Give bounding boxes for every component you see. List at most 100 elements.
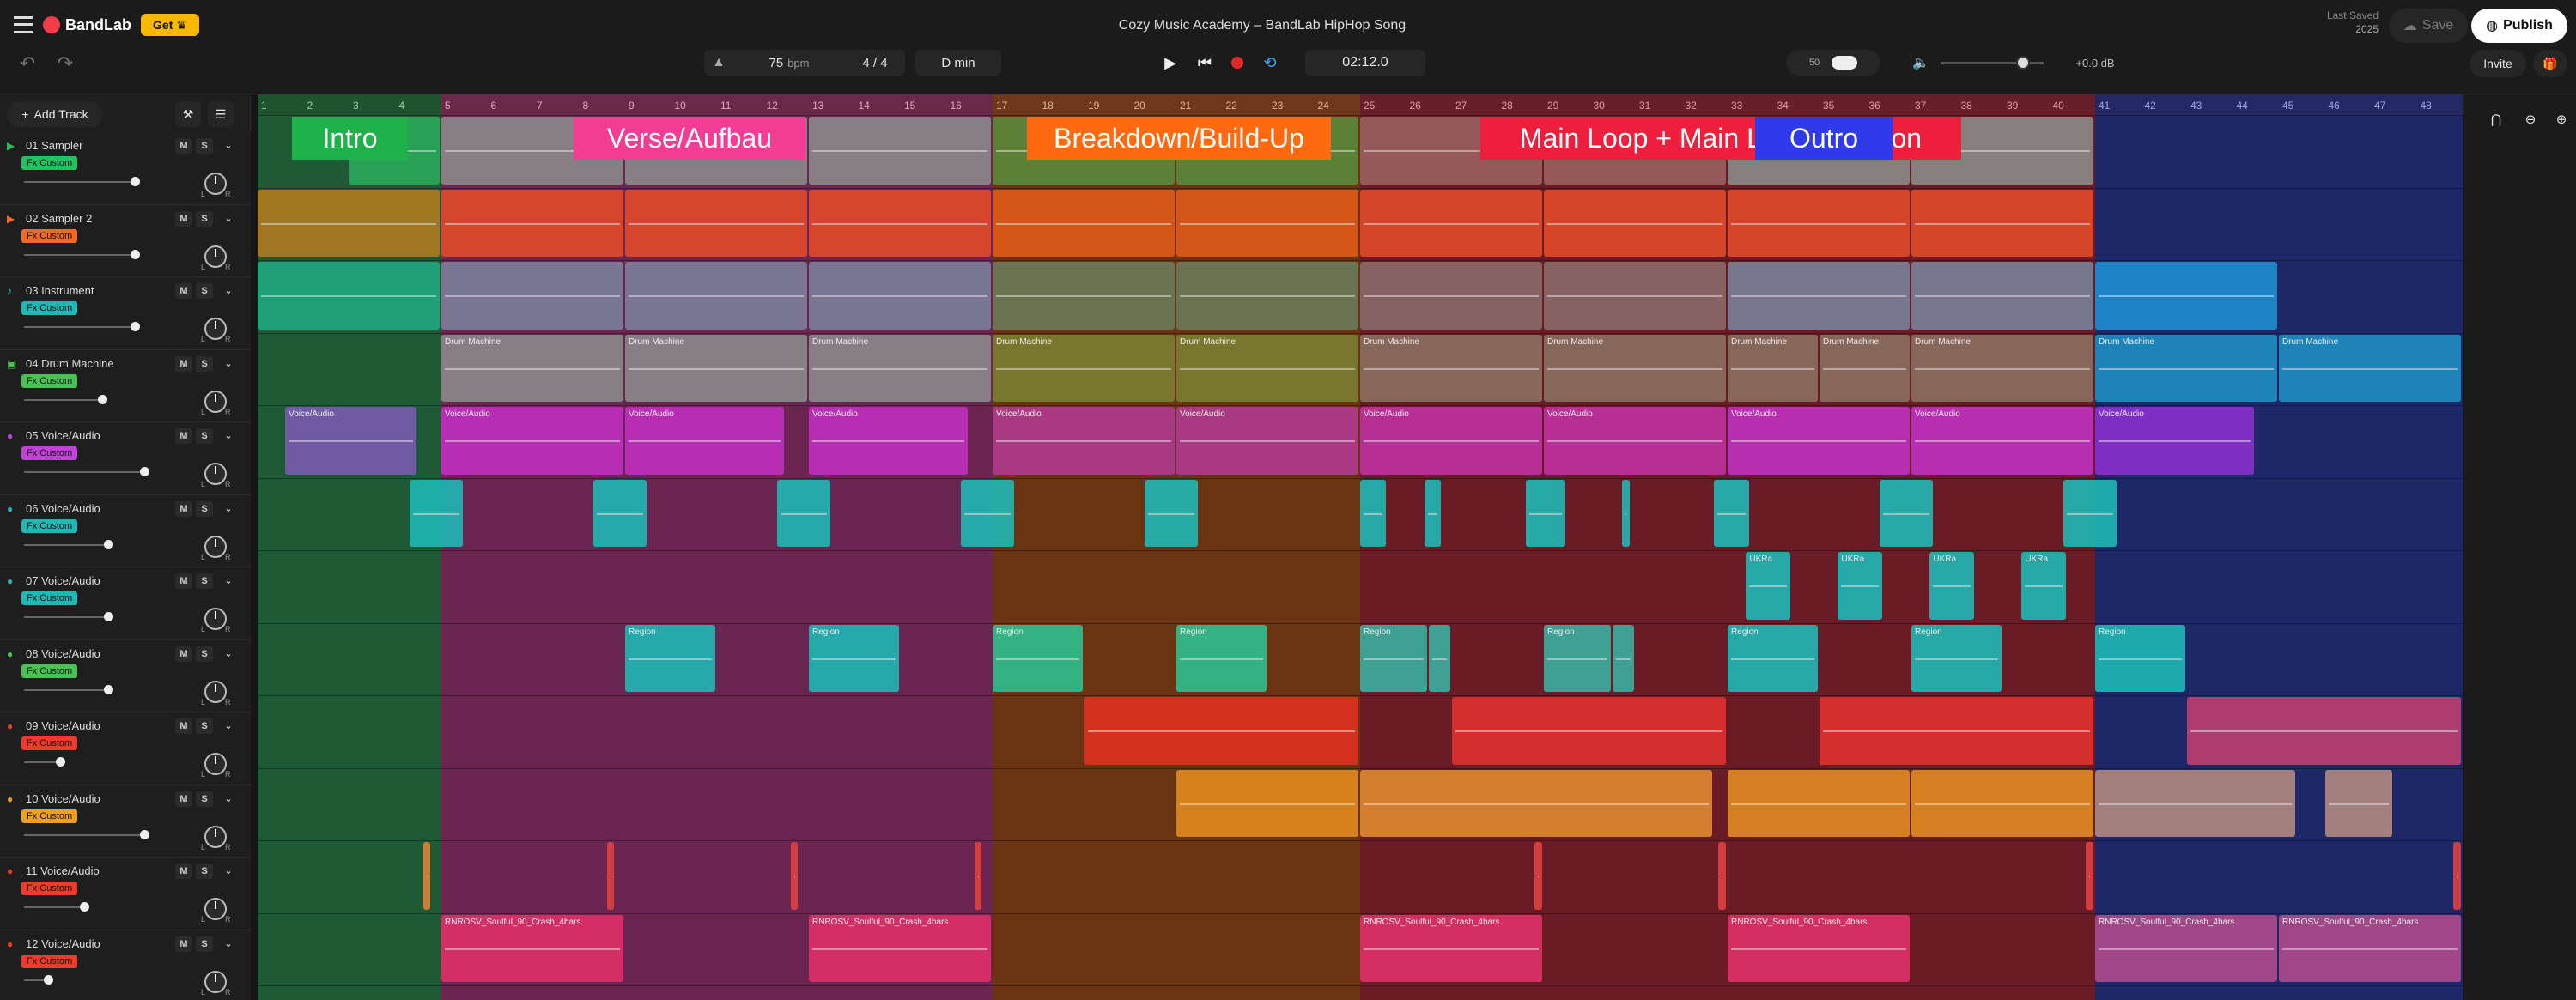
fx-badge[interactable]: Fx Custom <box>21 446 78 460</box>
mute-button[interactable]: M <box>175 791 192 807</box>
pan-knob[interactable] <box>204 898 227 920</box>
track-header[interactable]: ▶ 01 Sampler Fx Custom M S ⌄ L R <box>0 132 251 205</box>
section-label[interactable]: Breakdown/Build-Up <box>1027 117 1331 160</box>
zoom-out-icon[interactable]: ⊖ <box>2524 112 2537 127</box>
bpm-display[interactable]: 75 bpm <box>733 50 845 76</box>
clip[interactable] <box>625 262 807 330</box>
clip[interactable]: Voice/Audio <box>1544 407 1726 475</box>
clip[interactable]: Drum Machine <box>1360 334 1542 402</box>
volume-slider[interactable] <box>24 906 84 908</box>
clip[interactable]: Region <box>1360 624 1428 692</box>
timeline[interactable]: 1 2 3 4 5 6 7 8 9 10 11 12 13 14 15 16 17 18 19 20 21 22 23 24 2… <box>258 94 2464 1000</box>
clip[interactable] <box>1718 842 1726 910</box>
clip[interactable] <box>258 262 440 330</box>
chevron-down-icon[interactable]: ⌄ <box>224 793 233 804</box>
fx-badge[interactable]: Fx Custom <box>21 156 78 170</box>
clip[interactable] <box>993 189 1175 257</box>
track-header[interactable]: ▣ 04 Drum Machine Fx Custom M S ⌄ L R <box>0 349 251 422</box>
clip[interactable] <box>790 842 799 910</box>
clip[interactable]: UKRa <box>1838 552 1882 620</box>
track-name[interactable]: 06 Voice/Audio <box>26 501 100 515</box>
track-header[interactable]: ● 08 Voice/Audio Fx Custom M S ⌄ L R <box>0 639 251 712</box>
menu-icon[interactable] <box>12 14 34 36</box>
clip[interactable] <box>409 479 463 547</box>
clip[interactable] <box>1728 262 1910 330</box>
clip[interactable]: Drum Machine <box>1820 334 1910 402</box>
track-header[interactable]: ● 09 Voice/Audio Fx Custom M S ⌄ L R <box>0 712 251 785</box>
fx-badge[interactable]: Fx Custom <box>21 591 78 605</box>
clip[interactable] <box>1713 479 1749 547</box>
pan-knob[interactable] <box>204 970 227 993</box>
clip[interactable] <box>2063 479 2117 547</box>
clip[interactable] <box>258 189 440 257</box>
chevron-down-icon[interactable]: ⌄ <box>224 721 233 731</box>
volume-thumb[interactable] <box>56 757 65 767</box>
volume-thumb[interactable] <box>130 249 140 259</box>
chevron-down-icon[interactable]: ⌄ <box>224 648 233 659</box>
volume-slider[interactable] <box>24 979 48 981</box>
volume-slider[interactable] <box>24 833 144 836</box>
add-track-button[interactable]: + Add Track <box>7 101 103 127</box>
fx-badge[interactable]: Fx Custom <box>21 301 78 315</box>
volume-slider[interactable] <box>24 616 108 618</box>
clip[interactable] <box>1911 262 2093 330</box>
clip[interactable] <box>606 842 615 910</box>
volume-slider[interactable] <box>24 543 108 546</box>
clip[interactable] <box>441 189 623 257</box>
clip[interactable]: Region <box>1728 624 1818 692</box>
clip[interactable]: Voice/Audio <box>993 407 1175 475</box>
chevron-down-icon[interactable]: ⌄ <box>224 431 233 441</box>
clip[interactable] <box>1360 479 1387 547</box>
clip[interactable] <box>1879 479 1933 547</box>
mute-button[interactable]: M <box>175 500 192 517</box>
speaker-icon[interactable]: 🔈 <box>1912 56 1929 70</box>
clip[interactable]: RNROSV_Soulful_90_Crash_4bars <box>1360 914 1542 982</box>
clip[interactable] <box>1613 624 1634 692</box>
mute-button[interactable]: M <box>175 428 192 444</box>
solo-button[interactable]: S <box>196 936 213 952</box>
loop-button[interactable]: ⟲ <box>1263 53 1277 71</box>
fx-badge[interactable]: Fx Custom <box>21 736 78 750</box>
section-label[interactable]: Outro <box>1755 117 1893 160</box>
clip[interactable] <box>2453 842 2461 910</box>
track-name[interactable]: 02 Sampler 2 <box>26 211 93 225</box>
chevron-down-icon[interactable]: ⌄ <box>224 938 233 949</box>
clip[interactable]: Voice/Audio <box>285 407 417 475</box>
master-volume-slider[interactable] <box>1941 56 2044 70</box>
volume-slider[interactable] <box>24 326 135 328</box>
clip[interactable]: Voice/Audio <box>1911 407 2093 475</box>
solo-button[interactable]: S <box>196 573 213 589</box>
clip[interactable] <box>592 479 647 547</box>
track-name[interactable]: 01 Sampler <box>26 139 83 152</box>
play-button[interactable]: ▶ <box>1164 53 1176 71</box>
chevron-down-icon[interactable]: ⌄ <box>224 358 233 369</box>
clip[interactable] <box>1452 697 1726 765</box>
chevron-down-icon[interactable]: ⌄ <box>224 286 233 296</box>
chevron-down-icon[interactable]: ⌄ <box>224 576 233 586</box>
chevron-down-icon[interactable]: ⌄ <box>224 141 233 151</box>
volume-slider[interactable] <box>24 761 60 763</box>
fx-badge[interactable]: Fx Custom <box>21 809 78 823</box>
skip-back-button[interactable]: ⏮ <box>1197 53 1212 71</box>
track-name[interactable]: 11 Voice/Audio <box>26 864 100 877</box>
track-name[interactable]: 07 Voice/Audio <box>26 574 100 587</box>
track-header[interactable]: ● 06 Voice/Audio Fx Custom M S ⌄ L R <box>0 494 251 567</box>
solo-button[interactable]: S <box>196 210 213 227</box>
fx-badge[interactable]: Fx Custom <box>21 882 78 895</box>
solo-button[interactable]: S <box>196 283 213 299</box>
clip[interactable]: Drum Machine <box>1544 334 1726 402</box>
clip[interactable] <box>2187 697 2461 765</box>
clip[interactable]: Drum Machine <box>1728 334 1818 402</box>
redo-icon[interactable]: ↷ <box>57 52 74 74</box>
tuning-icon[interactable]: ⚒ <box>175 101 201 127</box>
fx-badge[interactable]: Fx Custom <box>21 954 78 968</box>
clip[interactable]: Voice/Audio <box>1176 407 1358 475</box>
fx-badge[interactable]: Fx Custom <box>21 664 78 678</box>
clip[interactable] <box>1360 189 1542 257</box>
mute-button[interactable]: M <box>175 210 192 227</box>
solo-button[interactable]: S <box>196 791 213 807</box>
clip[interactable]: Region <box>809 624 899 692</box>
clip[interactable]: Region <box>993 624 1083 692</box>
clip[interactable]: Voice/Audio <box>2095 407 2255 475</box>
clip[interactable] <box>1144 479 1198 547</box>
